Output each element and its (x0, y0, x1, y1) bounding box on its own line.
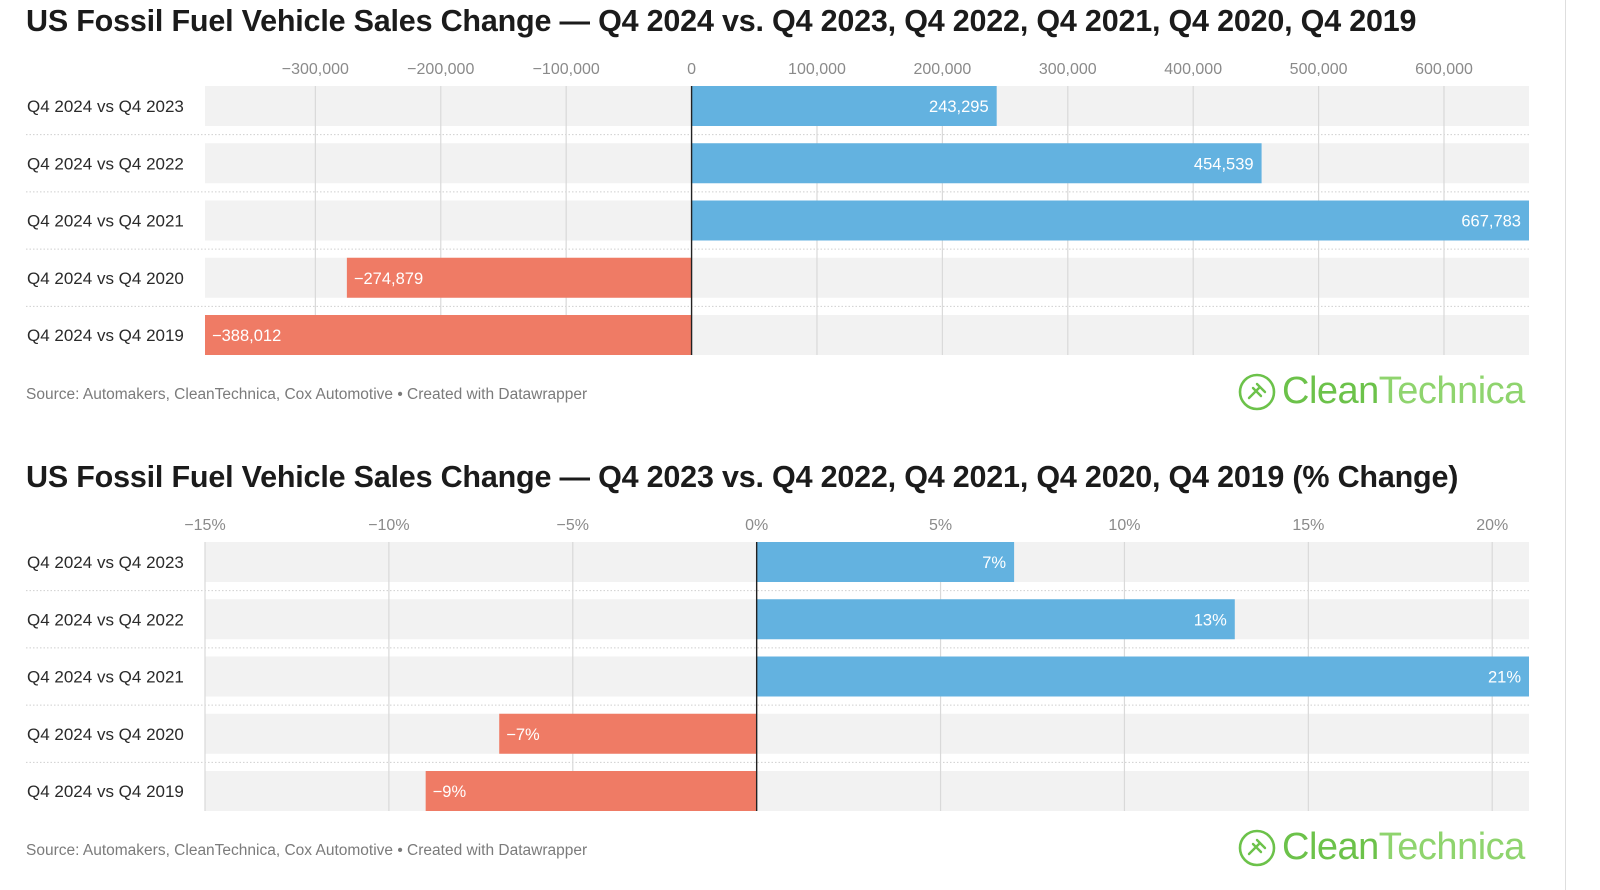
tick-label: 600,000 (1415, 61, 1473, 78)
chart-panel-absolute: US Fossil Fuel Vehicle Sales Change — Q4… (0, 0, 1568, 430)
cleantechnica-logo: CleanTechnica (1236, 826, 1525, 869)
chart-title: US Fossil Fuel Vehicle Sales Change — Q4… (26, 460, 1459, 494)
tick-label: −15% (184, 517, 225, 534)
category-label: Q4 2024 vs Q4 2023 (27, 553, 184, 572)
tick-label: −200,000 (407, 61, 474, 78)
row-background (205, 713, 1529, 754)
tick-label: 15% (1292, 517, 1324, 534)
bar-value-label: 667,783 (1461, 213, 1521, 231)
plug-icon (1238, 829, 1276, 866)
bar (691, 86, 997, 126)
bar (425, 771, 757, 811)
tick-label: 0 (687, 61, 696, 78)
tick-label: 20% (1476, 517, 1508, 534)
bar-value-label: −388,012 (212, 327, 281, 345)
category-label: Q4 2024 vs Q4 2020 (27, 725, 184, 744)
category-label: Q4 2024 vs Q4 2023 (27, 97, 184, 116)
bar (756, 599, 1235, 640)
tick-label: 100,000 (788, 61, 846, 78)
bar (499, 713, 757, 754)
category-label: Q4 2024 vs Q4 2019 (27, 782, 184, 801)
bar-value-label: −9% (433, 783, 467, 801)
category-label: Q4 2024 vs Q4 2022 (27, 610, 184, 629)
bar (756, 656, 1529, 697)
chart-source: Source: Automakers, CleanTechnica, Cox A… (26, 842, 588, 859)
tick-label: 5% (929, 517, 952, 534)
bar (205, 315, 692, 355)
bar (756, 542, 1015, 582)
bar (346, 257, 692, 298)
logo-text-clean: Clean (1282, 826, 1379, 868)
bar-value-label: 21% (1488, 669, 1521, 687)
category-label: Q4 2024 vs Q4 2021 (27, 212, 184, 231)
bar (691, 200, 1529, 241)
category-label: Q4 2024 vs Q4 2021 (27, 668, 184, 687)
bar (691, 143, 1262, 184)
bar-value-label: −7% (506, 726, 540, 744)
chart-source: Source: Automakers, CleanTechnica, Cox A… (26, 386, 588, 403)
tick-label: −5% (557, 517, 589, 534)
tick-label: −100,000 (533, 61, 600, 78)
chart-panel-percent: US Fossil Fuel Vehicle Sales Change — Q4… (0, 456, 1568, 890)
tick-label: −300,000 (282, 61, 349, 78)
logo-text: CleanTechnica (1282, 370, 1525, 413)
scrollbar-edge (1565, 0, 1566, 890)
bar-value-label: 243,295 (929, 98, 989, 116)
category-label: Q4 2024 vs Q4 2022 (27, 154, 184, 173)
tick-label: 500,000 (1290, 61, 1348, 78)
plug-icon (1238, 373, 1276, 410)
logo-text-technica: Technica (1378, 370, 1525, 412)
chart-percent-change: −15% −10% −5% 0% 5% 10% 15% 20% 7% Q4 2024 vs Q4 … (26, 517, 1529, 811)
tick-label: 0% (745, 517, 768, 534)
row-background (205, 771, 1529, 811)
bar-value-label: 13% (1194, 611, 1227, 629)
tick-label: 200,000 (913, 61, 971, 78)
cleantechnica-logo: CleanTechnica (1236, 370, 1525, 413)
chart-title: US Fossil Fuel Vehicle Sales Change — Q4… (26, 4, 1417, 38)
category-label: Q4 2024 vs Q4 2020 (27, 269, 184, 288)
bar-value-label: 7% (982, 554, 1006, 572)
tick-label: 10% (1108, 517, 1140, 534)
category-label: Q4 2024 vs Q4 2019 (27, 326, 184, 345)
bar-value-label: −274,879 (354, 270, 423, 288)
tick-label: 400,000 (1164, 61, 1222, 78)
logo-text: CleanTechnica (1282, 826, 1525, 869)
bar-value-label: 454,539 (1194, 155, 1254, 173)
logo-text-clean: Clean (1282, 370, 1379, 412)
logo-text-technica: Technica (1378, 826, 1525, 868)
tick-label: 300,000 (1039, 61, 1097, 78)
tick-label: −10% (368, 517, 409, 534)
chart-absolute-change: −300,000 −200,000 −100,000 0 100,000 200,000 3… (26, 61, 1529, 355)
